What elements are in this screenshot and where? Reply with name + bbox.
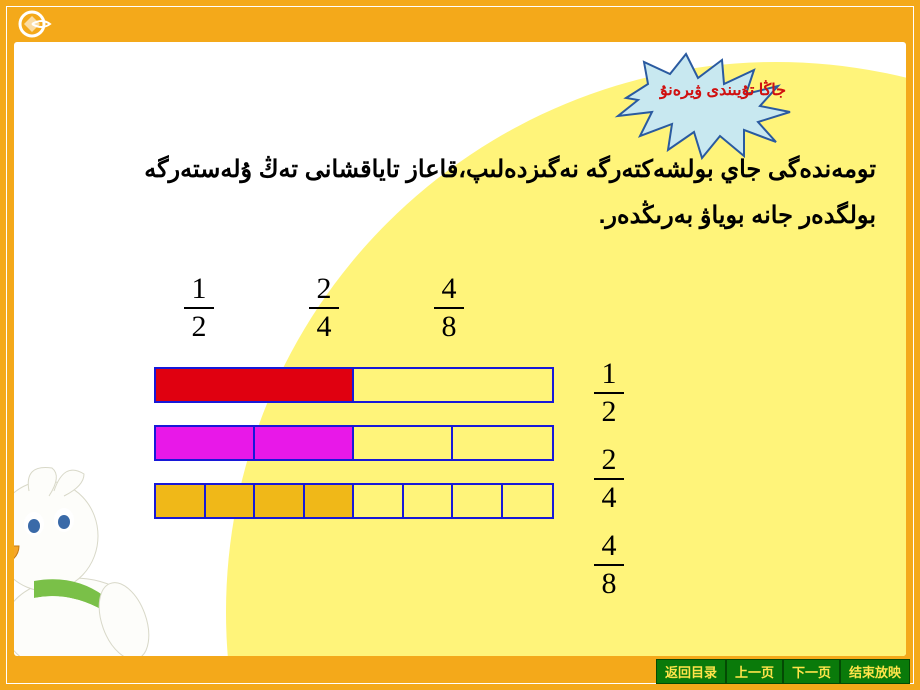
- nav-end-button[interactable]: 结束放映: [840, 659, 910, 684]
- top-fractions-row: 1 2 2 4 4 8: [184, 272, 464, 344]
- numerator: 1: [602, 357, 617, 391]
- fraction-bars: [154, 367, 554, 541]
- numerator: 2: [602, 443, 617, 477]
- bar-cell: [503, 485, 553, 517]
- nav-next-button[interactable]: 下一页: [783, 659, 840, 684]
- bar-cell: [453, 485, 503, 517]
- side-fraction-4-8: 4 8: [594, 529, 624, 601]
- bar-row-2: [154, 425, 554, 461]
- bar-cell: [404, 485, 454, 517]
- bar-cell: [156, 427, 255, 459]
- fraction-1-2: 1 2: [184, 272, 214, 344]
- side-fractions-col: 1 2 2 4 4 8: [594, 357, 624, 601]
- denominator: 8: [602, 567, 617, 601]
- bar-cell: [354, 369, 552, 401]
- bar-cell: [305, 485, 355, 517]
- fraction-line: [309, 307, 339, 309]
- fraction-line: [434, 307, 464, 309]
- numerator: 2: [317, 272, 332, 306]
- numerator: 4: [442, 272, 457, 306]
- denominator: 2: [192, 310, 207, 344]
- bar-cell: [354, 485, 404, 517]
- denominator: 8: [442, 310, 457, 344]
- fraction-line: [594, 392, 624, 394]
- denominator: 4: [602, 481, 617, 515]
- bar-cell: [255, 427, 354, 459]
- nav-prev-button[interactable]: 上一页: [726, 659, 783, 684]
- nav-return-button[interactable]: 返回目录: [656, 659, 726, 684]
- bar-cell: [453, 427, 552, 459]
- bar-cell: [354, 427, 453, 459]
- fraction-line: [594, 478, 624, 480]
- bar-cell: [206, 485, 256, 517]
- nav-bar: 返回目录 上一页 下一页 结束放映: [656, 659, 910, 684]
- fraction-line: [184, 307, 214, 309]
- fraction-4-8: 4 8: [434, 272, 464, 344]
- fraction-line: [594, 564, 624, 566]
- logo-icon: [18, 10, 58, 38]
- denominator: 2: [602, 395, 617, 429]
- bar-row-3: [154, 483, 554, 519]
- starburst-badge: [608, 50, 838, 165]
- fraction-2-4: 2 4: [309, 272, 339, 344]
- side-fraction-2-4: 2 4: [594, 443, 624, 515]
- bar-row-1: [154, 367, 554, 403]
- numerator: 4: [602, 529, 617, 563]
- starburst-text: جاڭا تۇيىندى ۋيرەنۇ: [660, 80, 786, 100]
- bar-cell: [156, 369, 354, 401]
- side-fraction-1-2: 1 2: [594, 357, 624, 429]
- duck-mascot-icon: [14, 446, 164, 656]
- denominator: 4: [317, 310, 332, 344]
- bar-cell: [255, 485, 305, 517]
- numerator: 1: [192, 272, 207, 306]
